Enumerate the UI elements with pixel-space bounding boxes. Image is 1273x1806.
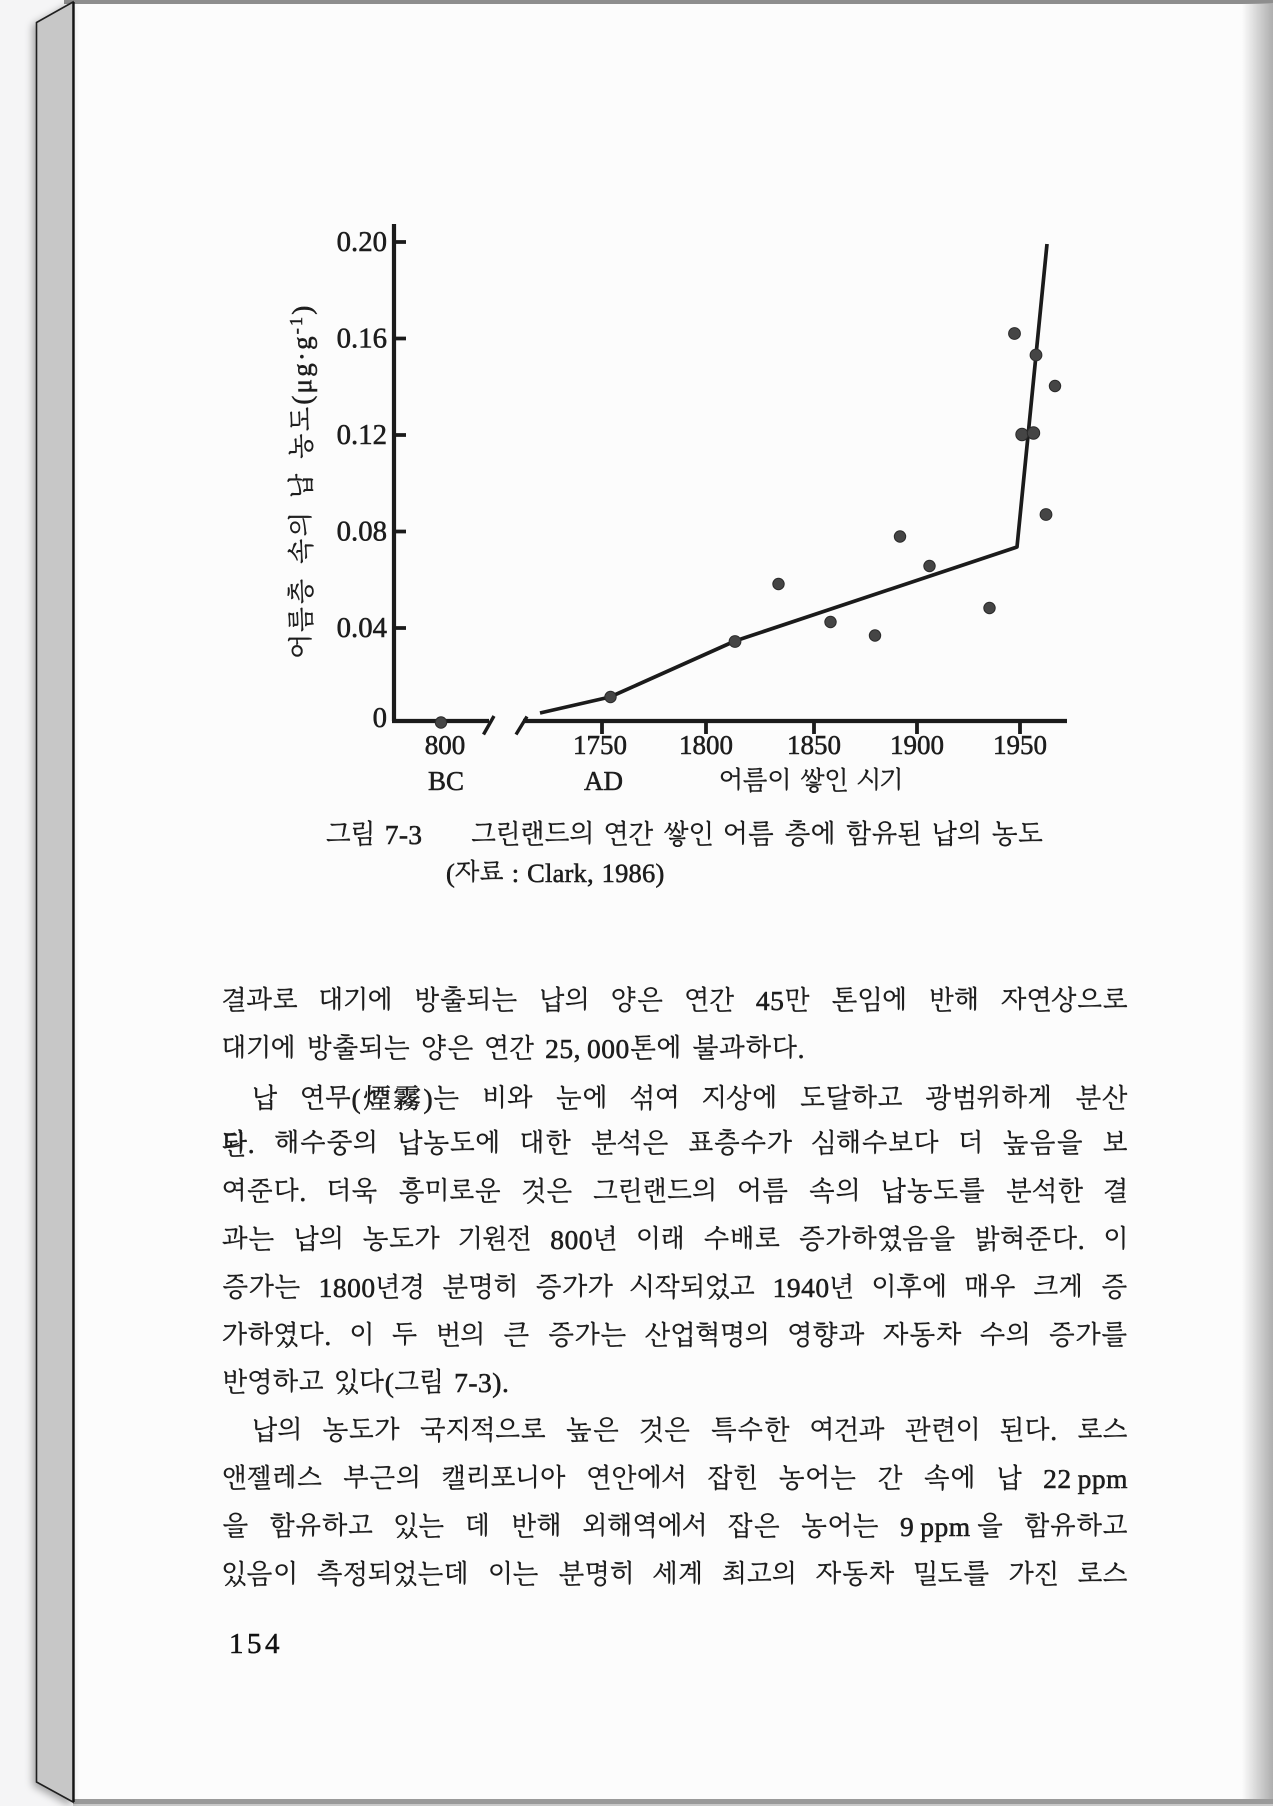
svg-text:0.04: 0.04	[337, 612, 387, 644]
svg-text:1800: 1800	[679, 730, 733, 760]
svg-text:1950: 1950	[993, 730, 1047, 760]
svg-text:0: 0	[373, 702, 387, 734]
svg-text:0.12: 0.12	[337, 419, 387, 451]
svg-text:어름이 쌓인 시기: 어름이 쌓인 시기	[719, 766, 903, 796]
svg-text:0.20: 0.20	[337, 226, 387, 258]
svg-text:BC: BC	[428, 766, 464, 796]
svg-text:0.16: 0.16	[337, 323, 387, 355]
svg-text:AD: AD	[584, 766, 623, 796]
svg-text:800: 800	[425, 730, 466, 760]
svg-text:1750: 1750	[573, 730, 627, 760]
svg-text:0.08: 0.08	[337, 516, 387, 548]
svg-text:1900: 1900	[890, 730, 944, 760]
svg-text:어름층 속의 납 농도(μg·g-1): 어름층 속의 납 농도(μg·g-1)	[286, 304, 317, 659]
svg-text:1850: 1850	[787, 730, 841, 760]
